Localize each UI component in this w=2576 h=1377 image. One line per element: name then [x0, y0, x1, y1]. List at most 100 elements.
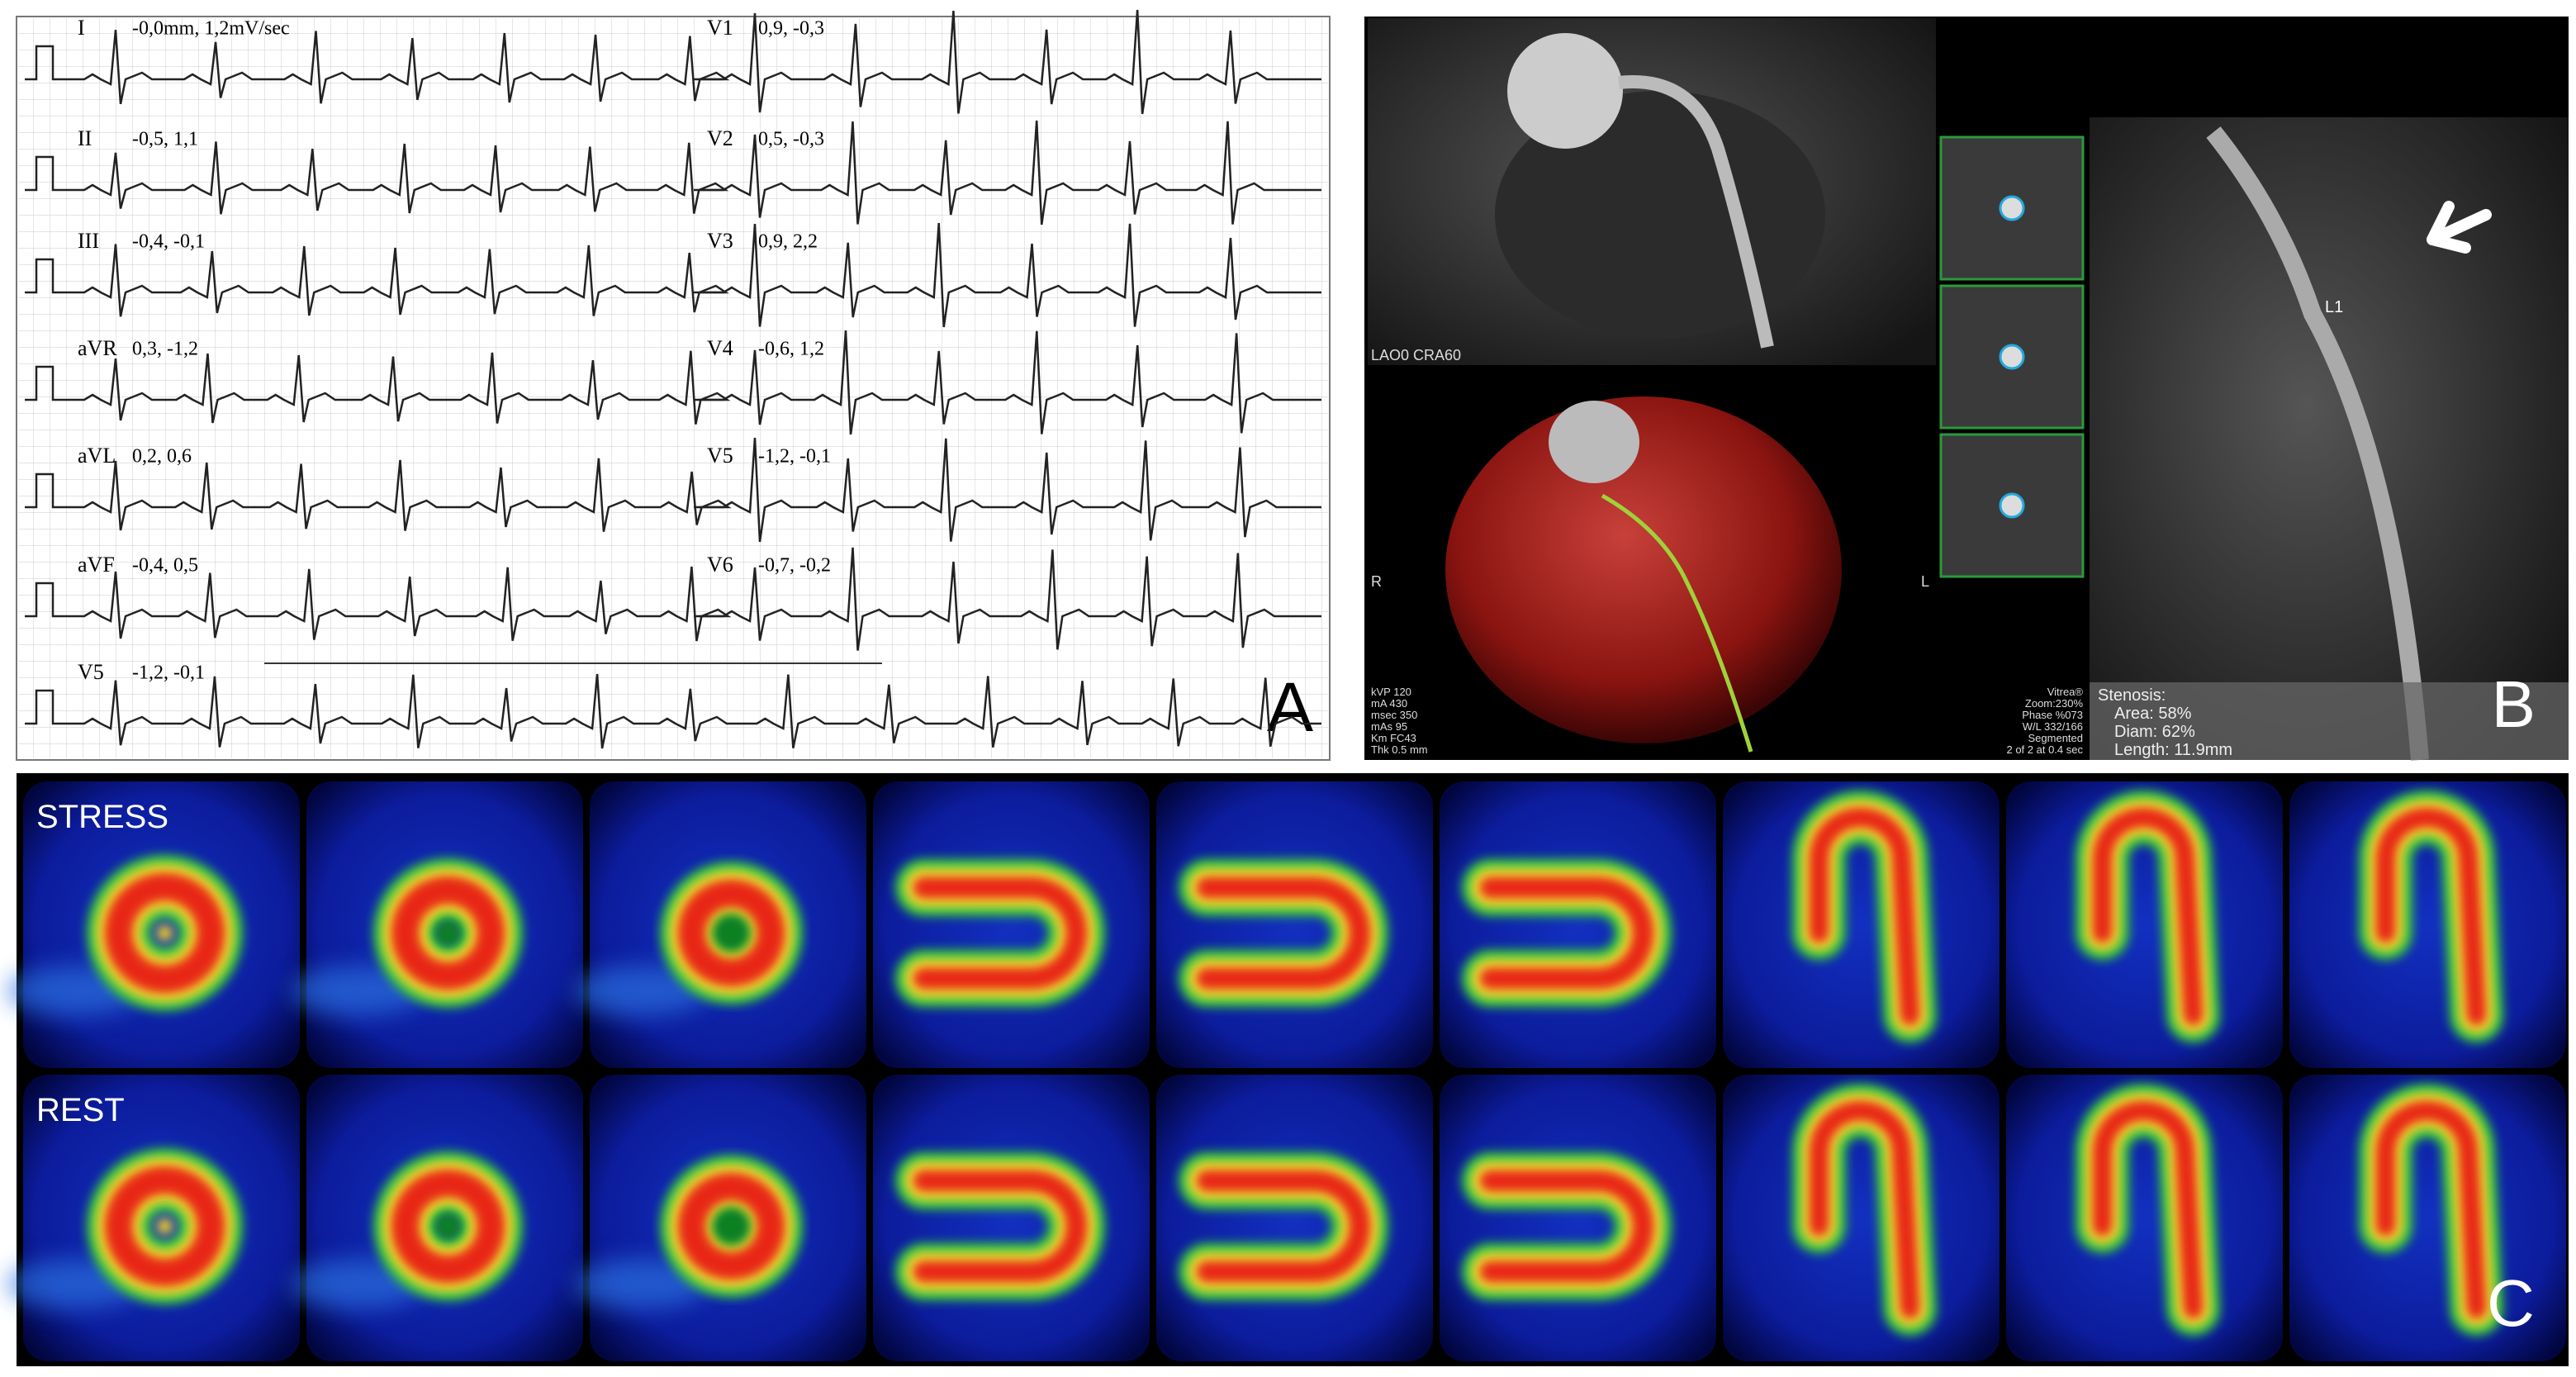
panel-label: C: [2487, 1266, 2535, 1340]
lead-value: -0,5, 1,1: [132, 129, 198, 150]
ecg-panel: A I -0,0mm, 1,2mV/sec II -0,5, 1,1 III -0,4, …: [16, 9, 1331, 761]
myocardium: [677, 1172, 785, 1280]
display-param: Segmented: [2028, 732, 2084, 744]
ecg-grid: [18, 18, 1328, 758]
myocardium: [2375, 1100, 2487, 1319]
myocardium: [677, 879, 785, 987]
lead-label: II: [78, 126, 92, 150]
display-param: 2 of 2 at 0.4 sec: [2006, 743, 2083, 756]
display-param: Vitrea®: [2047, 686, 2084, 698]
lead-label: V4: [707, 336, 733, 360]
lead-label: aVL: [78, 444, 116, 468]
myocardium: [104, 1166, 225, 1287]
liver-uptake: [574, 966, 707, 1016]
lead-label: aVF: [78, 553, 115, 577]
slice-background: [1440, 781, 1716, 1068]
lead-label: V2: [707, 126, 733, 150]
spect-slice: [574, 1075, 866, 1361]
lumen: [1999, 344, 2025, 370]
calibration-pulse: [25, 582, 59, 618]
spect-slice: [1723, 781, 2000, 1068]
myocardium: [1196, 876, 1371, 990]
ecg-trace: [59, 673, 1321, 749]
heart-render: [1445, 396, 1842, 743]
calibration-pulse: [25, 45, 59, 81]
lead-label: V3: [707, 229, 733, 253]
ecg-trace: [59, 30, 730, 105]
ecg-trace: [59, 566, 732, 642]
lead-value: -1,2, -0,1: [132, 662, 205, 684]
myocardium: [391, 876, 505, 990]
orientation: L: [1921, 573, 1929, 590]
spect-slice: [873, 1075, 1150, 1361]
scan-param: mAs 95: [1371, 720, 1407, 733]
myocardium: [391, 1169, 505, 1284]
myocardium: [913, 876, 1088, 990]
slice-background: [1156, 1075, 1433, 1361]
cavity: [434, 1213, 462, 1240]
lesion-label: L1: [2325, 298, 2343, 316]
display-param: Zoom:230%: [2025, 697, 2084, 710]
liver-uptake: [574, 1259, 707, 1309]
row-label: STRESS: [36, 799, 168, 835]
panel-label: B: [2492, 667, 2536, 741]
ct-ventricle: [1495, 91, 1825, 339]
spect-slice: [1723, 1075, 2000, 1361]
row-label: REST: [36, 1092, 125, 1128]
lead-label: V6: [707, 553, 733, 577]
stenosis-text: Area: 58%: [2114, 705, 2192, 723]
calibration-pulse: [25, 155, 59, 192]
myocardium: [1809, 1100, 1920, 1319]
lead-value: -0,4, 0,5: [132, 555, 198, 577]
spect-slice: [2006, 1075, 2283, 1361]
ecg-trace: [59, 141, 729, 215]
cavity: [156, 1218, 173, 1235]
myocardium: [104, 872, 225, 994]
myocardium: [2092, 807, 2204, 1026]
calibration-pulse: [25, 365, 59, 401]
view-label: LAO0 CRA60: [1371, 347, 1461, 363]
panel-label: A: [1267, 668, 1313, 746]
cavity: [434, 919, 462, 947]
stenosis-text: Length: 11.9mm: [2114, 741, 2232, 759]
lead-value: 0,9, 2,2: [758, 231, 818, 253]
cavity: [156, 924, 173, 942]
spect-slice: [1156, 1075, 1433, 1361]
myocardium: [1479, 1170, 1654, 1283]
lead-value: -0,7, -0,2: [758, 555, 831, 577]
scan-param: mA 430: [1371, 697, 1407, 710]
ecg-bracket: [264, 662, 882, 664]
spect-slice: [1440, 1075, 1716, 1361]
myocardium: [2375, 807, 2487, 1026]
slice-background: [1156, 781, 1433, 1068]
spect-slice: [291, 781, 583, 1068]
calibration-pulse: [25, 258, 59, 294]
ct-aorta: [1507, 33, 1623, 149]
spect-slice: [7, 781, 300, 1068]
lead-value: -0,0mm, 1,2mV/sec: [132, 18, 290, 40]
cavity: [713, 1208, 750, 1245]
lead-label: V1: [707, 16, 733, 40]
calibration-pulse: [25, 689, 59, 725]
lumen: [1999, 492, 2025, 519]
ecg-trace: [699, 120, 1321, 226]
ecg-trace: [59, 244, 729, 317]
lead-value: 0,3, -1,2: [132, 339, 198, 360]
stenosis-text: Diam: 62%: [2114, 723, 2195, 741]
ecg-trace: [699, 222, 1321, 328]
lead-value: 0,9, -0,3: [758, 18, 824, 40]
spect-slice: [291, 1075, 583, 1361]
spect-slice: [2006, 781, 2283, 1068]
lead-label: V5: [707, 444, 733, 468]
lead-label: aVR: [78, 336, 117, 360]
lead-label: I: [78, 16, 85, 40]
lead-label: III: [78, 229, 99, 253]
stenosis-text: Stenosis:: [2098, 686, 2166, 705]
display-param: W/L 332/166: [2023, 720, 2083, 733]
lumen: [1999, 195, 2025, 221]
myocardium: [1479, 876, 1654, 990]
heart-aorta: [1549, 401, 1639, 483]
scan-param: kVP 120: [1371, 686, 1411, 698]
